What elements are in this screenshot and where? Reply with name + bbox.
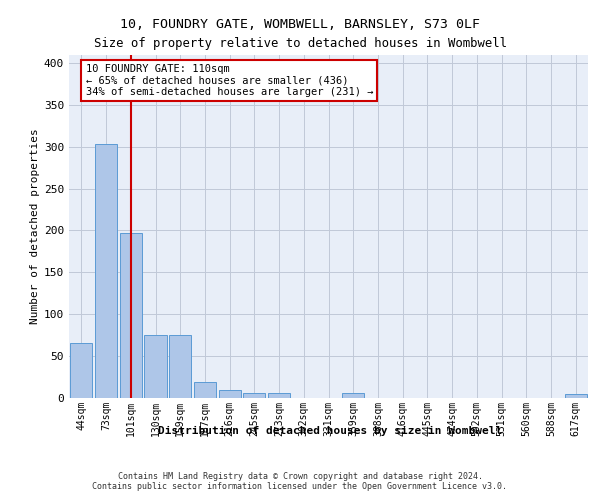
Bar [145,335,167,398]
Bar [119,233,142,398]
Text: Size of property relative to detached houses in Wombwell: Size of property relative to detached ho… [94,38,506,51]
Text: Contains HM Land Registry data © Crown copyright and database right 2024.
Contai: Contains HM Land Registry data © Crown c… [92,472,508,491]
Text: 10 FOUNDRY GATE: 110sqm
← 65% of detached houses are smaller (436)
34% of semi-d: 10 FOUNDRY GATE: 110sqm ← 65% of detache… [86,64,373,97]
Bar [194,382,216,398]
Bar [70,343,92,398]
Bar [565,394,587,398]
Bar [268,394,290,398]
Bar [169,335,191,398]
Text: Distribution of detached houses by size in Wombwell: Distribution of detached houses by size … [158,426,502,436]
Bar [342,394,364,398]
Y-axis label: Number of detached properties: Number of detached properties [30,128,40,324]
Bar [218,390,241,398]
Text: 10, FOUNDRY GATE, WOMBWELL, BARNSLEY, S73 0LF: 10, FOUNDRY GATE, WOMBWELL, BARNSLEY, S7… [120,18,480,30]
Bar [243,394,265,398]
Bar [95,144,117,398]
